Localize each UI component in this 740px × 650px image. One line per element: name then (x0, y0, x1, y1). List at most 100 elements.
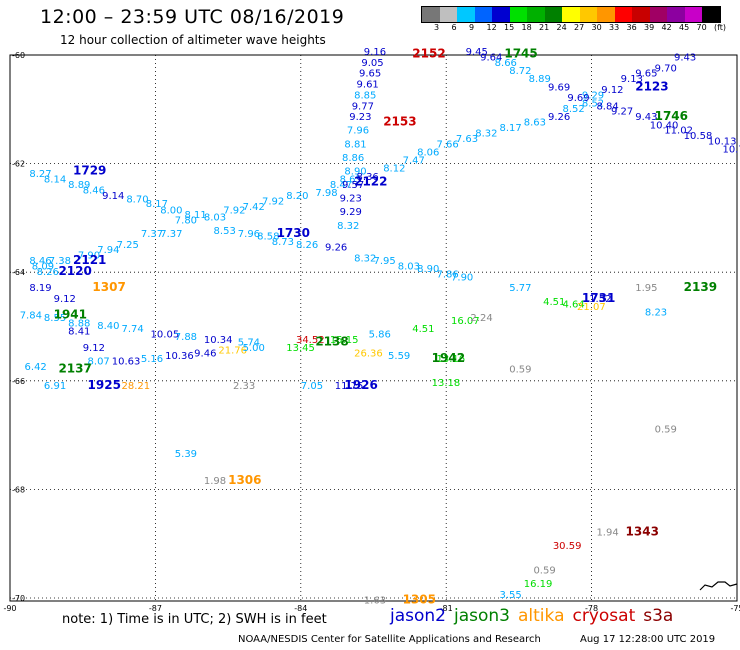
wave-height-label: 8.17 (146, 199, 168, 210)
legend-label: 18 (521, 23, 532, 32)
timestamp: Aug 17 12:28:00 UTC 2019 (580, 634, 716, 645)
wave-height-label: 8.36 (357, 172, 379, 183)
x-tick-label: -90 (3, 604, 16, 613)
wave-height-label: 7.74 (121, 324, 143, 335)
wave-height-label: 2.33 (233, 381, 255, 392)
wave-height-label: 10.63 (112, 357, 141, 368)
satellite-legend-item: altika (518, 606, 565, 626)
legend-label: 33 (609, 23, 620, 32)
legend-swatch (544, 7, 562, 22)
legend-label: (ft) (714, 23, 727, 32)
pass-time-label: 1306 (228, 473, 261, 487)
wave-height-label: 16.19 (524, 579, 553, 590)
wave-height-label: 8.89 (68, 180, 90, 191)
legend-label: 36 (626, 23, 637, 32)
wave-height-label: 6.42 (25, 362, 47, 373)
wave-height-label: 8.09 (32, 261, 54, 272)
y-tick-label: -68 (12, 485, 25, 494)
wave-height-label: 9.16 (364, 47, 386, 58)
wave-height-label: 7.94 (97, 245, 119, 256)
pass-time-label: 1746 (655, 109, 688, 123)
wave-height-label: 9.70 (655, 63, 677, 74)
wave-height-label: 9.57 (342, 180, 364, 191)
observation-labels: 8.278.14 8.898.469.14 8.708.178.007.808.11… (20, 47, 740, 606)
pass-time-label: 1305 (403, 592, 436, 606)
legend-label: 24 (556, 23, 567, 32)
wave-height-label: 9.45 (466, 47, 488, 58)
legend-swatch (649, 7, 667, 22)
wave-height-label: 7.96 (238, 229, 260, 240)
legend-label: 12 (486, 23, 497, 32)
legend-swatch (509, 7, 527, 22)
wave-height-label: 5.39 (175, 449, 197, 460)
legend-label: 45 (679, 23, 690, 32)
wave-height-label: 34.52 (296, 335, 325, 346)
wave-height-label: 7.47 (403, 156, 425, 167)
wave-height-label: 5.86 (369, 329, 391, 340)
wave-height-label: 8.46 (29, 256, 51, 267)
wave-height-label: 7.63 (456, 134, 478, 145)
wave-height-label: 4.51 (543, 297, 565, 308)
pass-time-label: 2152 (412, 47, 445, 61)
wave-height-label: 8.19 (29, 283, 51, 294)
wave-height-label: 9.12 (83, 343, 105, 354)
wave-height-label: 8.46 (83, 185, 105, 196)
x-tick-label: -84 (294, 604, 307, 613)
page-subtitle: 12 hour collection of altimeter wave hei… (60, 33, 326, 47)
legend-label: 15 (504, 23, 515, 32)
wave-height-label: 5.16 (141, 354, 163, 365)
wave-height-label: 9.69 (548, 82, 570, 93)
color-scale-labels: 3 6 9 12 15 18 21 24 27 30 33 36 39 42 45 70 (ft) (421, 23, 740, 35)
wave-height-label: 8.03 (398, 261, 420, 272)
legend-swatch (527, 7, 545, 22)
wave-height-label: 10.40 (650, 120, 679, 131)
wave-height-label: 8.53 (214, 226, 236, 237)
wave-height-label: 8.88 (68, 319, 90, 330)
wave-height-label: 8.89 (529, 74, 551, 85)
x-tick-label: -81 (440, 604, 453, 613)
wave-height-label: 1.63 (364, 595, 386, 606)
pass-time-label: 2137 (58, 362, 91, 376)
wave-height-label: 7.90 (78, 251, 100, 262)
wave-height-label: 5.77 (509, 283, 531, 294)
wave-height-label: 9.65 (359, 69, 381, 80)
pass-time-label: 2121 (73, 253, 106, 267)
wave-height-label: 8.12 (383, 164, 405, 175)
wave-height-label: 8.11 (184, 210, 206, 221)
wave-height-label: 7.25 (117, 240, 139, 251)
axis-labels: -90 -87 -84 -81 -78 -75 -60 -62 -64 -66 -68 -70 (3, 51, 740, 613)
wave-height-label: 8.90 (344, 166, 366, 177)
y-tick-label: -70 (12, 594, 25, 603)
wave-height-label: 3.55 (500, 590, 522, 601)
wave-height-label: 0.59 (655, 424, 677, 435)
wave-height-label: 8.65 (340, 175, 362, 186)
wave-height-label: 8.41 (68, 327, 90, 338)
wave-height-label: 11.02 (664, 126, 693, 137)
x-tick-label: -75 (730, 604, 740, 613)
legend-swatch (474, 7, 492, 22)
wave-height-label: 1.52 (589, 294, 611, 305)
satellite-legend: jason2 jason3 altika cryosat s3a (390, 606, 681, 626)
wave-height-label: 8.58 (257, 232, 279, 243)
wave-height-label: 9.13 (621, 74, 643, 85)
credits: NOAA/NESDIS Center for Satellite Applica… (238, 634, 541, 645)
wave-height-label: 6.91 (44, 381, 66, 392)
legend-label: 30 (591, 23, 602, 32)
wave-height-label: 8.26 (37, 267, 59, 278)
wave-height-label: 8.81 (344, 139, 366, 150)
wave-height-label: 8.26 (296, 240, 318, 251)
satellite-legend-item: s3a (643, 606, 674, 626)
wave-height-label: 13.16 (437, 354, 466, 365)
legend-swatch (632, 7, 650, 22)
wave-height-label: 21.76 (218, 346, 247, 357)
legend-swatch (422, 7, 440, 22)
wave-height-label: 13.45 (286, 343, 315, 354)
wave-height-label: 8.52 (563, 104, 585, 115)
pass-time-label: 2120 (58, 264, 91, 278)
wave-height-label: 7.92 (223, 206, 245, 217)
wave-height-label: 28.21 (121, 381, 150, 392)
wave-height-label: 1.95 (635, 283, 657, 294)
wave-height-label: 8.52 (582, 99, 604, 110)
